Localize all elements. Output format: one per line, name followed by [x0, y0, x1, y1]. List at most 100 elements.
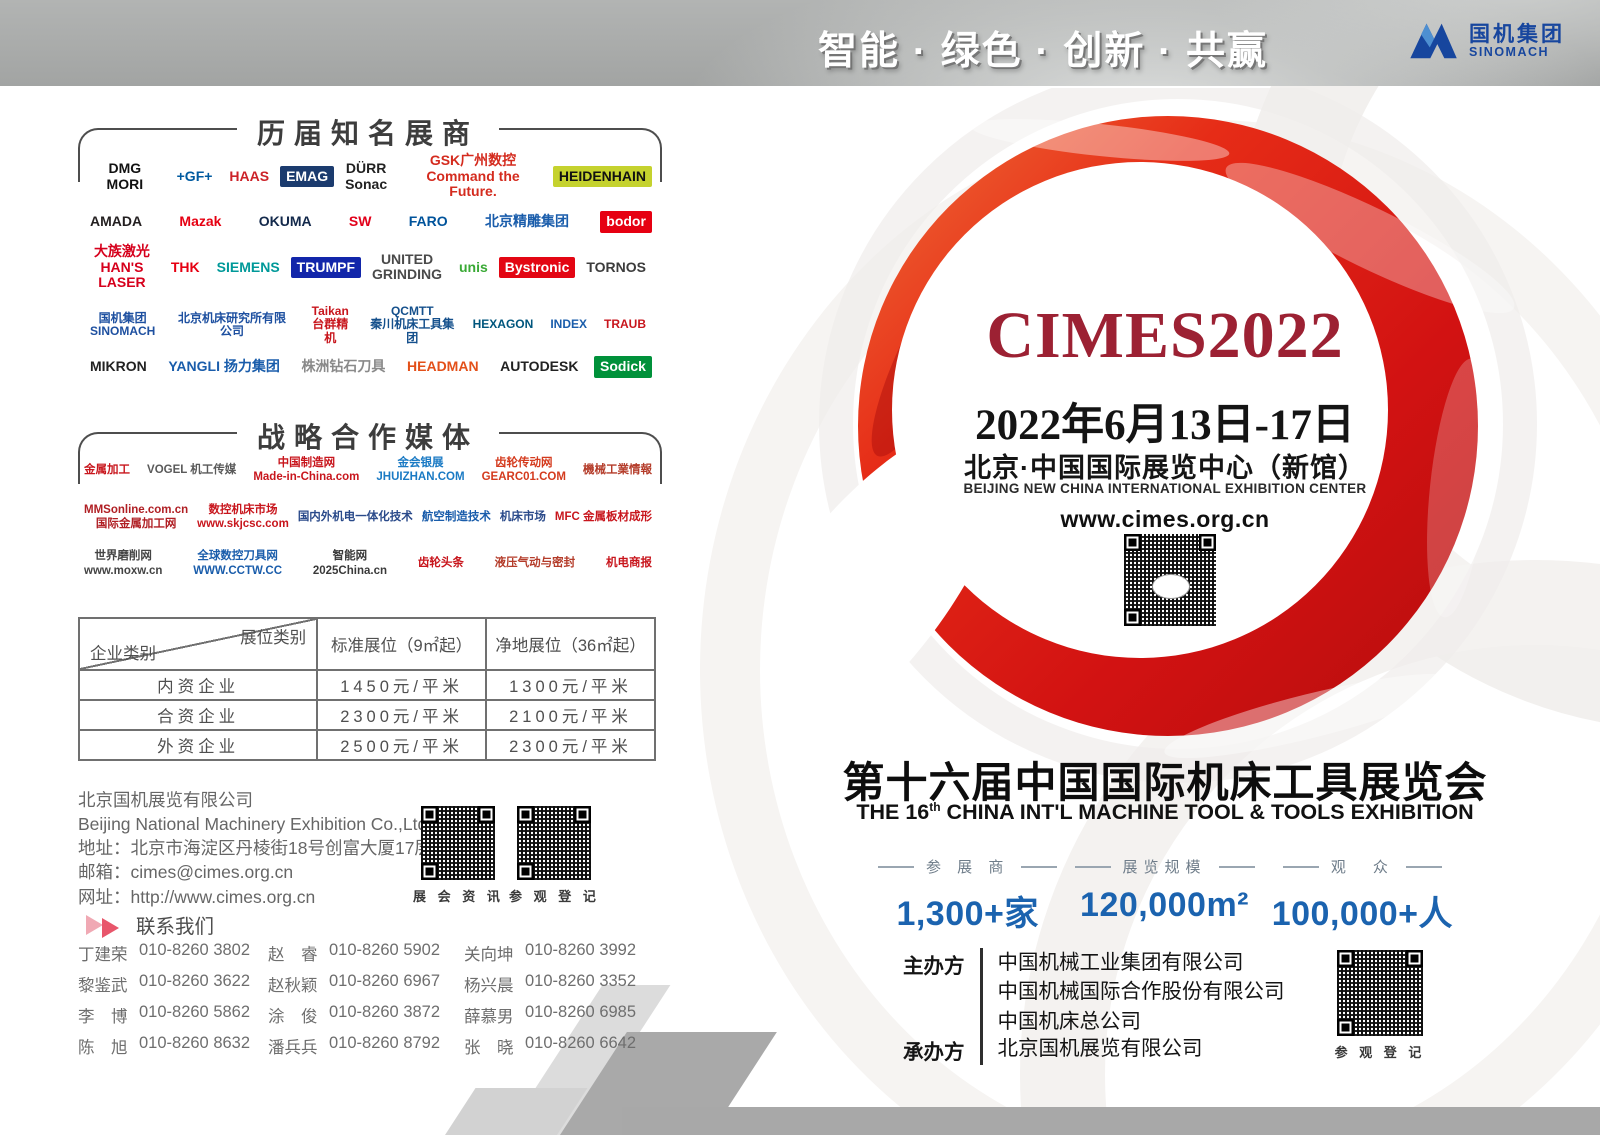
exhibitor-logo: TRAUB — [604, 317, 646, 332]
contact-entry: 薛慕男 010-8260 6985 — [464, 1003, 644, 1027]
exhibitors-title-text: 历届知名展商 — [236, 118, 499, 149]
media-logo: 国内外机电一体化技术 — [297, 510, 413, 523]
title-en-part: THE 16 — [856, 800, 930, 825]
stat-label: 参 展 商 — [878, 856, 1057, 877]
contact-name: 赵 睿 — [268, 946, 318, 964]
exhibitor-logo: DMG MORI — [106, 159, 144, 192]
media-logo: 中国制造网 Made-in-China.com — [253, 457, 360, 484]
media-logo: 世界磨削网 www.moxw.cn — [84, 550, 163, 577]
exhibitor-logo-wall: DMG MORI +GF+ HAAS EMAG DÜRR Sonac GSK广州… — [84, 150, 652, 378]
contact-name: 陈 旭 — [78, 1039, 128, 1057]
divider — [979, 1034, 983, 1065]
co-organizer-block: 承办方 北京国机展览有限公司 — [903, 1034, 1203, 1065]
contact-phone: 010-8260 3622 — [139, 972, 251, 990]
contact-phone: 010-8260 6642 — [525, 1034, 637, 1052]
media-logo: 智能网 2025China.cn — [312, 550, 387, 577]
exhibitor-logo: Bystronic — [498, 256, 576, 279]
exhibition-title-cn: 第十六届中国国际机床工具展览会 — [842, 759, 1488, 806]
stat-label: 展览规模 — [1075, 856, 1255, 877]
media-logo: MMSonline.com.cn 国际金属加工网 — [84, 503, 189, 530]
stat-exhibitors: 参 展 商 1,300+家 — [878, 856, 1057, 935]
exhibitor-logo: HEXAGON — [472, 317, 534, 332]
exhibition-title-en: THE 16th CHINA INT'L MACHINE TOOL & TOOL… — [840, 800, 1490, 825]
key-stats-row: 参 展 商 1,300+家 展览规模 120,000m² 观 众 100,000… — [878, 856, 1453, 935]
exhibitor-logo: AMADA — [90, 213, 143, 230]
exhibitor-logo: HAAS — [229, 167, 270, 184]
qr-finder — [421, 806, 438, 823]
contact-entry: 黎鉴武 010-8260 3622 — [78, 972, 268, 996]
exhibitor-logo: 国机集团 SINOMACH — [90, 310, 156, 339]
host-label: 主办方 — [903, 955, 965, 978]
exhibitor-logo-row: 国机集团 SINOMACH 北京机床研究所有限公司 Taikan 台群精机 QC… — [84, 302, 652, 348]
exhibitor-logo: Mazak — [179, 213, 222, 230]
contact-entry: 潘兵兵 010-8260 8792 — [268, 1034, 464, 1058]
exhibitor-logo: 株洲钻石刀具 — [301, 358, 386, 375]
media-logo: 機械工業情報 — [583, 464, 652, 477]
host-item: 中国机械工业集团有限公司 — [997, 951, 1244, 974]
co-organizer-name: 北京国机展览有限公司 — [997, 1037, 1203, 1060]
contact-entry: 李 博 010-8260 5862 — [78, 1003, 268, 1027]
host-item: 中国机械国际合作股份有限公司 — [997, 980, 1285, 1004]
exhibitor-logo-row: MIKRON YANGLI 扬力集团 株洲钻石刀具 HEADMAN AUTODE… — [84, 356, 652, 378]
col-header-standard-booth: 标准展位（9㎡起） — [316, 617, 488, 671]
media-logo: 全球数控刀具网 WWW.CCTW.CC — [193, 550, 283, 577]
raw-space-price: 2100元/平米 — [485, 699, 656, 731]
contact-entry: 关向坤 010-8260 3992 — [464, 941, 644, 965]
exhibitor-logo: Sodick — [594, 356, 652, 378]
host-list: 中国机械工业集团有限公司 中国机械国际合作股份有限公司 中国机床总公司 — [998, 948, 1285, 1036]
qr-finder — [517, 863, 534, 880]
exhibitor-logo: DÜRR Sonac — [345, 159, 388, 192]
standard-price: 2500元/平米 — [316, 729, 488, 761]
company-email[interactable]: 邮箱：cimes@cimes.org.cn — [78, 862, 294, 883]
exhibitor-logo: FARO — [408, 213, 448, 230]
stat-exhibition-area: 展览规模 120,000m² — [1075, 856, 1255, 935]
contact-phone: 010-8260 5862 — [139, 1003, 251, 1021]
exhibitor-logo-row: AMADA Mazak OKUMA SW FARO 北京精雕集团 bodor — [84, 211, 652, 233]
price-row-foreign: 外资企业 2500元/平米 2300元/平米 — [77, 729, 656, 761]
exhibitor-logo: UNITED GRINDING — [372, 250, 442, 283]
qr-finder — [478, 806, 495, 823]
media-section-title: 战略合作媒体 — [78, 416, 658, 456]
exhibitor-logo: THK — [170, 258, 200, 275]
contact-entry: 丁建荣 010-8260 3802 — [78, 941, 268, 965]
contact-phone: 010-8260 5902 — [329, 941, 441, 959]
contact-phone: 010-8260 8792 — [329, 1034, 441, 1052]
media-logo-row: 金属加工 VOGEL 机工传媒 中国制造网 Made-in-China.com … — [84, 456, 652, 485]
media-logo: 金会银展 JHUIZHAN.COM — [376, 457, 465, 484]
exhibitor-logo: YANGLI 扬力集团 — [168, 358, 280, 375]
event-website[interactable]: www.cimes.org.cn — [1060, 506, 1270, 532]
contact-entry: 赵 睿 010-8260 5902 — [268, 941, 464, 965]
stat-label: 观 众 — [1272, 856, 1453, 877]
qr-code-visitor-registration — [517, 806, 591, 880]
contact-phone: 010-8260 8632 — [139, 1034, 251, 1052]
red-swirl-graphic — [810, 88, 1537, 783]
company-name-cn: 北京国机展览有限公司 — [78, 790, 253, 810]
company-website[interactable]: 网址：http://www.cimes.org.cn — [78, 886, 316, 907]
qr-code-registration-right — [1337, 950, 1423, 1036]
qr-finder — [421, 863, 438, 880]
brand-name-cn: 国机集团 — [1469, 23, 1565, 47]
exhibitor-logo: TORNOS — [586, 258, 646, 275]
media-logo: MFC 金属板材成形 — [554, 510, 652, 523]
qr-label-registration: 参 观 登 记 — [509, 889, 600, 904]
venue-cn: 北京·中国国际展览中心（新馆） — [964, 453, 1366, 483]
qr-finder — [1124, 534, 1141, 551]
media-logo-row: 世界磨削网 www.moxw.cn 全球数控刀具网 WWW.CCTW.CC 智能… — [84, 549, 652, 578]
media-logo: 齿轮头条 — [417, 557, 464, 570]
contact-phone: 010-8260 3872 — [329, 1003, 441, 1021]
exhibitor-logo: 北京机床研究所有限公司 — [177, 310, 286, 339]
booth-price-table: 企业类别 展位类别 标准展位（9㎡起） 净地展位（36㎡起） 内资企业 1450… — [77, 617, 656, 761]
stat-value: 120,000m² — [1080, 886, 1250, 924]
contact-phone: 010-8260 6967 — [329, 972, 441, 990]
qr-finder — [1406, 950, 1423, 967]
contact-name: 黎鉴武 — [78, 977, 128, 995]
media-logo: VOGEL 机工传媒 — [147, 464, 237, 477]
company-name-en: Beijing National Machinery Exhibition Co… — [78, 814, 433, 835]
qr-code-exhibition-info — [421, 806, 495, 880]
media-logo: 齿轮传动网 GEARC01.COM — [481, 457, 566, 484]
contact-entry: 赵秋颖 010-8260 6967 — [268, 972, 464, 996]
sinomach-logo: 国机集团 SINOMACH — [1406, 15, 1565, 69]
corner-label-company-type: 企业类别 — [90, 645, 156, 663]
stat-value: 1,300+家 — [896, 895, 1039, 933]
